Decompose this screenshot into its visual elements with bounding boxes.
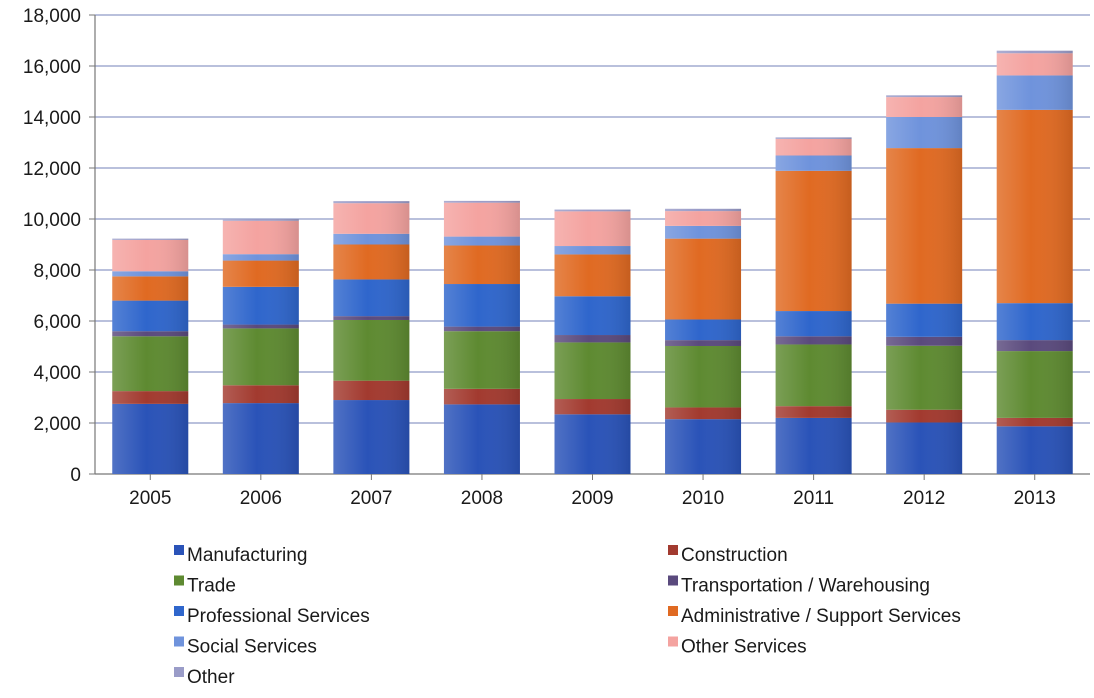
x-tick-label: 2013 <box>1014 488 1056 509</box>
x-tick-label: 2005 <box>129 488 171 509</box>
legend-label: Social Services <box>187 637 317 658</box>
bar-stack-2011 <box>775 137 852 474</box>
bars <box>112 50 1073 475</box>
legend-swatch <box>174 636 184 647</box>
legend-item-construction: Construction <box>668 545 788 566</box>
legend-label: Other Services <box>681 637 807 658</box>
legend-item-transportation-warehousing: Transportation / Warehousing <box>668 575 930 597</box>
bar-sheen <box>554 209 631 474</box>
x-tick-label: 2007 <box>350 488 392 509</box>
y-tick-label: 8,000 <box>33 261 81 282</box>
y-tick-label: 2,000 <box>33 414 81 435</box>
bar-sheen <box>222 219 299 474</box>
y-tick-label: 12,000 <box>23 159 81 180</box>
x-tick-label: 2011 <box>793 488 834 509</box>
bar-stack-2008 <box>443 200 520 474</box>
bar-sheen <box>775 137 852 474</box>
legend-swatch <box>668 545 678 555</box>
bar-sheen <box>112 238 189 474</box>
y-tick-label: 6,000 <box>33 312 81 333</box>
y-tick-label: 0 <box>70 465 81 486</box>
legend-label: Administrative / Support Services <box>681 606 961 627</box>
bar-stack-2007 <box>333 201 410 474</box>
bar-sheen <box>443 200 520 474</box>
legend-label: Manufacturing <box>187 545 307 566</box>
legend-label: Professional Services <box>187 606 370 627</box>
y-tick-label: 16,000 <box>23 57 81 78</box>
legend-swatch <box>668 636 678 647</box>
legend-swatch <box>668 575 678 586</box>
legend-label: Other <box>187 667 235 688</box>
legend-item-social-services: Social Services <box>174 636 317 658</box>
legend-item-manufacturing: Manufacturing <box>174 545 307 566</box>
legend-item-other: Other <box>174 667 235 688</box>
legend-item-trade: Trade <box>174 575 236 597</box>
x-tick-label: 2008 <box>461 488 503 509</box>
bar-sheen <box>886 95 963 474</box>
y-tick-label: 14,000 <box>23 108 81 129</box>
bar-stack-2012 <box>886 95 963 474</box>
x-tick-labels: 2005 2006 2007 2008 2009 2010 2011 2012 2013 <box>129 488 1056 509</box>
legend-item-professional-services: Professional Services <box>174 606 370 627</box>
legend-item-other-services: Other Services <box>668 636 807 658</box>
x-tick-label: 2010 <box>682 488 724 509</box>
bar-stack-2009 <box>554 209 631 474</box>
legend-swatch <box>174 575 184 586</box>
y-tick-label: 10,000 <box>23 210 81 231</box>
legend-label: Construction <box>681 545 788 566</box>
legend: Manufacturing Trade Professional Services S… <box>174 545 961 688</box>
y-tick-label: 4,000 <box>33 363 81 384</box>
legend-item-administrative-support-services: Administrative / Support Services <box>668 606 961 627</box>
legend-swatch <box>174 545 184 555</box>
legend-swatch <box>174 667 184 677</box>
bar-stack-2006 <box>222 219 299 474</box>
x-tick-label: 2006 <box>240 488 282 509</box>
bar-stack-2010 <box>665 208 742 475</box>
bar-stack-2013 <box>996 50 1073 474</box>
legend-label: Transportation / Warehousing <box>681 576 930 597</box>
bar-sheen <box>665 208 742 475</box>
legend-label: Trade <box>187 576 236 597</box>
bar-sheen <box>333 201 410 474</box>
y-tick-labels: 0 2,000 4,000 6,000 8,000 10,000 12,000 14,000 1… <box>23 6 81 486</box>
bar-sheen <box>996 50 1073 474</box>
legend-swatch <box>174 606 184 616</box>
x-tick-label: 2009 <box>571 488 613 509</box>
bar-stack-2005 <box>112 238 189 474</box>
y-tick-label: 18,000 <box>23 6 81 27</box>
x-tick-label: 2012 <box>903 488 945 509</box>
legend-swatch <box>668 606 678 616</box>
